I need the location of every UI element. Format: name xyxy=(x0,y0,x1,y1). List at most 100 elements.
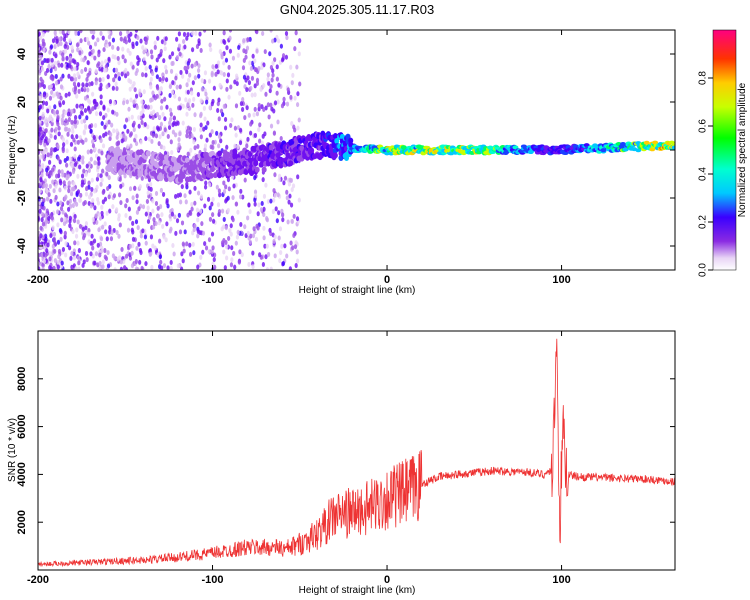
spectrogram-cell xyxy=(61,148,65,154)
spectrogram-cell xyxy=(203,116,207,122)
spectrogram-cell xyxy=(41,266,45,270)
spectrogram-cell xyxy=(188,251,193,257)
spectrogram-cell xyxy=(257,127,261,133)
spectrogram-cell xyxy=(129,131,133,137)
spectrogram-cell xyxy=(100,120,104,126)
spectrogram-cell xyxy=(91,198,95,204)
spectrogram-cell xyxy=(49,44,54,50)
spectrogram-cell xyxy=(221,112,225,118)
spectrogram-cell xyxy=(65,156,70,162)
spectrogram-cell xyxy=(38,31,41,37)
spectrogram-cell xyxy=(86,149,90,155)
spectrogram-cell xyxy=(400,145,407,150)
spectrogram-cell xyxy=(124,67,128,73)
spectrogram-cell xyxy=(58,178,62,184)
spectrogram-cell xyxy=(273,57,277,63)
spectrogram-cell xyxy=(246,37,250,43)
spectrogram-cell xyxy=(42,205,46,211)
spectrogram-cell xyxy=(95,219,99,225)
spectrogram-cell xyxy=(38,183,41,189)
spectrogram-cell xyxy=(158,254,162,260)
spectrogram-cell xyxy=(108,229,112,235)
spectrogram-cell xyxy=(56,264,60,270)
spectrogram-cell xyxy=(217,116,221,122)
spectrogram-cell xyxy=(98,77,102,83)
spectrogram-cell xyxy=(206,120,210,126)
spectrogram-cell xyxy=(87,194,92,200)
snr-x-tick-label: -100 xyxy=(202,574,224,586)
spectrogram-cell xyxy=(159,105,164,111)
spectrogram-cell xyxy=(298,38,302,44)
spectrogram-cell xyxy=(284,30,289,36)
spectrogram-cell xyxy=(99,31,103,37)
spectrogram-cell xyxy=(56,239,61,245)
spectrogram-cell xyxy=(185,241,189,247)
spectrogram-cell xyxy=(170,51,175,57)
spectrogram-cell xyxy=(98,266,102,270)
spectrogram-cell xyxy=(112,77,116,83)
spectrogram-cell xyxy=(177,137,181,143)
spectrogram-cell xyxy=(671,145,675,150)
spectrogram-cell xyxy=(259,86,263,92)
spectrogram-cell xyxy=(119,133,123,139)
spectrogram-cell xyxy=(247,112,251,118)
spectrogram-cell xyxy=(216,69,220,75)
spectrogram-cell xyxy=(211,212,215,218)
spectrogram-cell xyxy=(139,139,143,145)
spectrogram-cell xyxy=(82,201,86,207)
spectrogram-cell xyxy=(99,86,103,92)
spectrogram-cell xyxy=(275,218,279,224)
spectrogram-cell xyxy=(111,54,115,60)
spectrogram-cell xyxy=(218,82,222,88)
spectrogram-cell xyxy=(171,60,175,66)
spectrogram-cell xyxy=(246,215,250,221)
spectrogram-cell xyxy=(154,133,159,139)
spectrogram-cell xyxy=(146,190,150,196)
spectrogram-cell xyxy=(175,36,179,42)
spectrogram-cell xyxy=(80,69,84,75)
spectrogram-cell xyxy=(162,234,166,240)
spectrogram-cell xyxy=(61,246,66,252)
spectrogram-cell xyxy=(290,187,294,193)
spectrogram-cell xyxy=(185,82,189,88)
spectrogram-cell xyxy=(196,143,200,149)
spectrogram-cell xyxy=(239,101,244,107)
spectrogram-cell xyxy=(104,131,108,137)
spectrogram-cell xyxy=(42,47,46,53)
spectrogram-cell xyxy=(109,132,113,138)
spectrogram-cell xyxy=(224,198,228,204)
spectrogram-cell xyxy=(151,198,155,204)
spectrogram-cell xyxy=(158,204,163,210)
spectrogram-cell xyxy=(48,105,52,111)
spectrogram-cell xyxy=(156,213,161,219)
spectrogram-cell xyxy=(134,259,138,265)
spectrogram-cell xyxy=(120,138,124,144)
spectrogram-cell xyxy=(179,69,183,75)
spectrogram-cell xyxy=(61,172,65,178)
spectrogram-cell xyxy=(116,71,121,77)
spectrogram-cell xyxy=(69,203,73,209)
spectrogram-cell xyxy=(223,116,228,122)
spectrogram-cell xyxy=(271,68,275,74)
spectrogram-cell xyxy=(191,80,195,86)
snr-series-line xyxy=(38,338,675,568)
spectrogram-cell xyxy=(191,102,195,108)
spectrogram-cell xyxy=(199,208,203,214)
spectrogram-cell xyxy=(52,188,56,194)
spectrogram-cell xyxy=(113,157,119,164)
spectrogram-cell xyxy=(274,206,278,212)
spectrogram-cell xyxy=(196,264,200,270)
spectrogram-cell xyxy=(117,233,121,239)
spectrogram-cell xyxy=(285,101,290,107)
spectrogram-cell xyxy=(189,147,193,153)
spectrogram-cell xyxy=(41,115,45,121)
spectrogram-cell xyxy=(44,148,48,154)
spectrogram-cell xyxy=(45,58,49,64)
spectrogram-cell xyxy=(119,200,123,206)
spectrogram-cell xyxy=(122,259,126,265)
spectrogram-cell xyxy=(238,249,242,255)
spectrogram-cell xyxy=(44,128,48,134)
spectrogram-cell xyxy=(116,46,120,52)
spectrogram-cell xyxy=(76,173,80,179)
spectrogram-cell xyxy=(149,181,153,187)
